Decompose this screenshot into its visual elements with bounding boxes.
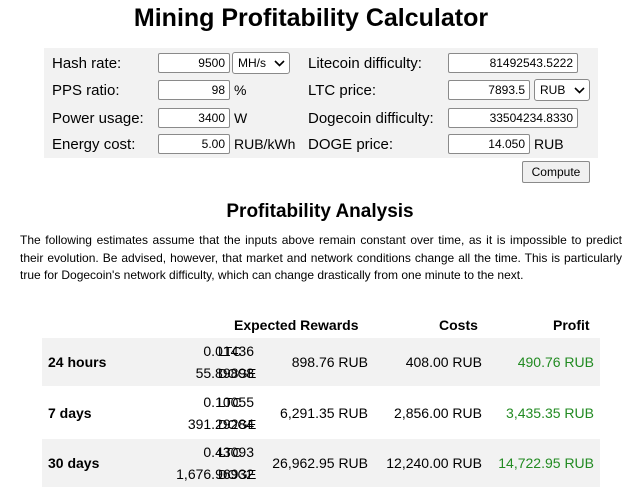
row-profit: 3,435.35 RUB — [506, 405, 594, 421]
ltc-price-input[interactable] — [448, 80, 530, 100]
energy-cost-unit: RUB/kWh — [234, 136, 296, 152]
header-profit: Profit — [553, 317, 590, 333]
row-period: 7 days — [48, 405, 92, 421]
row-costs: 12,240.00 RUB — [386, 455, 482, 471]
table-row: 24 hours 0.01436 LTC 55.89898 DOGE 898.7… — [42, 338, 600, 386]
doge-price-input[interactable] — [448, 134, 530, 154]
doge-price-label: DOGE price: — [308, 136, 394, 153]
row-doge-amount: 1,676.96932 — [176, 466, 254, 482]
table-row: 30 days 0.43093 LTC 1,676.96932 DOGE 26,… — [42, 439, 600, 487]
power-usage-label: Power usage: — [52, 110, 144, 127]
row-profit: 14,722.95 RUB — [498, 455, 594, 471]
row-costs: 2,856.00 RUB — [394, 405, 482, 421]
row-ltc-unit: LTC — [218, 395, 242, 410]
hash-rate-label: Hash rate: — [52, 55, 122, 72]
doge-difficulty-label: Dogecoin difficulty: — [308, 110, 434, 127]
compute-button[interactable]: Compute — [522, 161, 590, 183]
row-doge-amount: 55.89898 — [195, 365, 254, 381]
row-profit: 490.76 RUB — [517, 354, 594, 370]
row-rewards: 898.76 RUB — [291, 354, 368, 370]
ltc-currency-select[interactable]: RUB — [534, 79, 590, 101]
doge-price-unit: RUB — [534, 136, 564, 152]
row-doge-unit: DOGE — [218, 366, 257, 381]
power-usage-input[interactable] — [158, 108, 230, 128]
row-doge-unit: DOGE — [218, 417, 257, 432]
pps-ratio-unit: % — [234, 82, 247, 98]
row-doge-amount: 391.29284 — [187, 416, 254, 432]
row-rewards: 26,962.95 RUB — [272, 455, 368, 471]
table-row: 7 days 0.10055 LTC 391.29284 DOGE 6,291.… — [42, 389, 600, 437]
row-period: 24 hours — [48, 354, 107, 370]
ltc-difficulty-input[interactable] — [448, 53, 578, 73]
row-period: 30 days — [48, 455, 100, 471]
row-ltc-amount: 0.43093 — [203, 444, 254, 460]
chevron-down-icon — [574, 80, 585, 103]
ltc-price-label: LTC price: — [308, 82, 377, 99]
pps-ratio-label: PPS ratio: — [52, 82, 120, 99]
header-costs: Costs — [439, 317, 478, 333]
doge-difficulty-input[interactable] — [448, 108, 578, 128]
hash-rate-unit-select[interactable]: MH/s — [232, 52, 290, 74]
row-costs: 408.00 RUB — [405, 354, 482, 370]
power-usage-unit: W — [234, 110, 248, 126]
row-ltc-amount: 0.01436 — [203, 343, 254, 359]
energy-cost-label: Energy cost: — [52, 136, 136, 153]
analysis-intro: The following estimates assume that the … — [20, 233, 622, 282]
page-title: Mining Profitability Calculator — [133, 4, 489, 32]
hash-rate-unit-value: MH/s — [238, 56, 266, 70]
row-doge-unit: DOGE — [218, 467, 257, 482]
analysis-title: Profitability Analysis — [226, 201, 414, 222]
chevron-down-icon — [274, 53, 285, 76]
ltc-difficulty-label: Litecoin difficulty: — [308, 55, 422, 72]
ltc-currency-value: RUB — [540, 83, 566, 97]
energy-cost-input[interactable] — [158, 134, 230, 154]
pps-ratio-input[interactable] — [158, 80, 230, 100]
header-expected-rewards: Expected Rewards — [234, 317, 359, 333]
row-rewards: 6,291.35 RUB — [280, 405, 368, 421]
row-ltc-unit: LTC — [218, 445, 242, 460]
row-ltc-unit: LTC — [218, 344, 242, 359]
row-ltc-amount: 0.10055 — [203, 394, 254, 410]
input-panel: Hash rate: MH/s PPS ratio: % Power usage… — [44, 48, 598, 158]
hash-rate-input[interactable] — [158, 53, 230, 73]
